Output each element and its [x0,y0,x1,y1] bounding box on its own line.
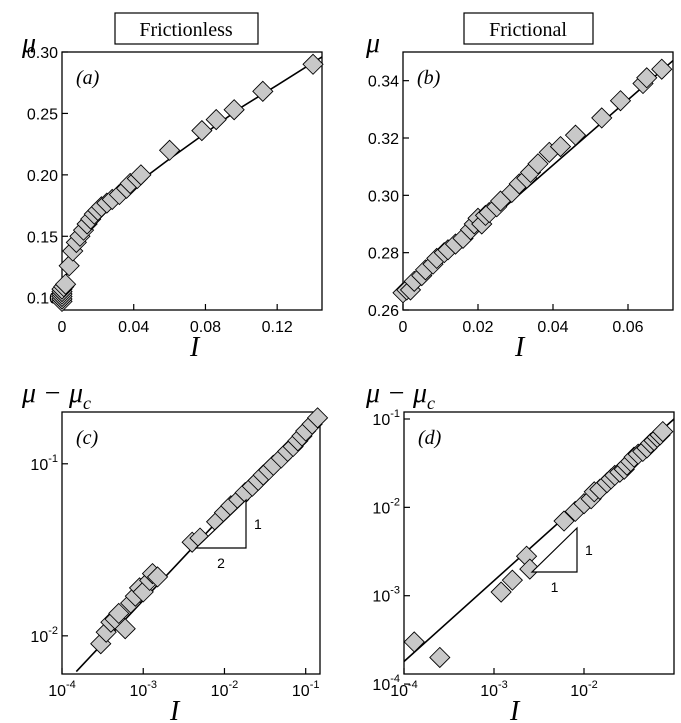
data-point [553,510,575,532]
data-point [108,602,130,625]
slope-triangle-shape [530,526,578,573]
plot-frame [402,51,674,311]
panel-label: (b) [417,67,441,89]
slope-triangle-shape [194,498,247,549]
header-frictional: Frictional [463,12,594,45]
panel-label: (a) [76,67,100,89]
plot-frame [61,51,323,311]
data-point [564,124,587,146]
y-tick-label: 10-2 [372,496,400,517]
data-point [223,99,245,121]
y-axis-label: μ [365,28,380,59]
data-point [490,581,512,603]
slope-triangle: 11 [530,526,593,595]
header-frictionless-label: Frictionless [139,19,233,41]
data-point [58,255,80,277]
data-point [609,90,632,112]
x-tick-label: 0.04 [118,319,149,336]
data-point [501,569,524,591]
y-tick-label: 0.26 [368,303,399,320]
y-tick-label: 10-4 [372,673,400,694]
y-tick-label: 0.15 [27,229,58,246]
x-tick-label: 10-3 [129,679,157,700]
data-point [549,135,572,158]
header-frictionless: Frictionless [114,12,259,45]
header-frictional-label: Frictional [489,19,567,41]
data-point [652,420,674,443]
x-axis-label: I [189,332,201,363]
x-axis-label: I [514,332,526,363]
y-tick-label: 0.30 [27,45,58,62]
x-tick-label: 0.08 [190,319,221,336]
data-point [54,273,77,295]
data-point [636,67,658,89]
x-tick-label: 10-2 [211,679,239,700]
slope-rise-label: 1 [254,516,262,532]
x-axis-label: I [169,696,181,723]
y-axis-label: μ − μc [365,378,435,413]
panel-a: 0 0.04 0.08 0.12 0.10 0.15 0.20 0.25 0.30 (a) μ I [21,28,324,363]
data-point [429,646,451,669]
data-point [130,164,152,186]
data-point [158,139,181,161]
y-tick-label: 10-1 [372,408,400,429]
x-axis-label: I [509,696,521,723]
y-axis-label: μ − μc [21,378,91,413]
panel-b: 0 0.02 0.04 0.06 0.26 0.28 0.30 0.32 0.34 (b) μ I [365,28,674,363]
x-tick-label: 0.06 [612,319,643,336]
x-tick-label: 0 [58,319,67,336]
slope-rise-label: 1 [585,542,593,558]
data-point [114,618,136,640]
panel-label: (d) [418,427,442,449]
x-tick-label: 10-3 [480,679,508,700]
data-point [205,108,227,131]
data-point [651,58,673,80]
x-tick-label: 0 [399,319,408,336]
data-point [591,107,613,129]
data-point [527,153,549,175]
slope-triangle: 12 [194,498,262,571]
x-tick-label: 0.02 [462,319,493,336]
y-axis-label: μ [21,28,36,59]
x-tick-label: 10-4 [48,679,76,700]
data-point [306,407,329,429]
x-tick-label: 10-4 [390,679,418,700]
data-point [302,53,324,75]
panel-label: (c) [76,427,99,449]
data-point [252,80,274,102]
x-tick-label: 10-1 [292,679,320,700]
data-point [403,631,425,653]
y-tick-label: 0.28 [368,246,399,263]
y-tick-label: 0.32 [368,131,399,148]
y-tick-label: 0.30 [368,188,399,205]
data-point [519,558,541,580]
x-tick-label: 0.04 [537,319,568,336]
data-point [146,566,169,588]
slope-run-label: 2 [217,555,225,571]
x-tick-label: 0.12 [262,319,293,336]
data-point [191,119,213,142]
y-tick-label: 10-1 [30,453,58,474]
y-tick-label: 0.34 [368,74,399,91]
y-tick-label: 10-2 [30,625,58,646]
y-tick-label: 0.20 [27,168,58,185]
y-tick-label: 0.25 [27,106,58,123]
x-tick-label: 10-2 [570,679,598,700]
y-tick-label: 10-3 [372,585,400,606]
slope-run-label: 1 [551,579,559,595]
y-tick-label: 0.10 [27,291,58,308]
